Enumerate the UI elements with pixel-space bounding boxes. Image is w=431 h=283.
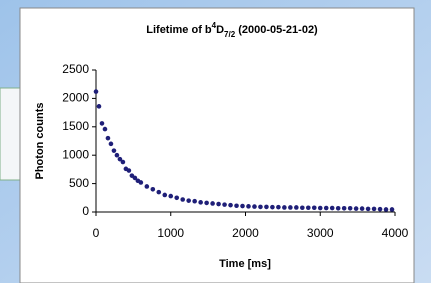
data-point xyxy=(222,202,227,207)
title-part: Lifetime of b xyxy=(146,24,212,36)
data-point xyxy=(192,199,197,204)
x-tick-label: 0 xyxy=(93,226,100,240)
data-point xyxy=(294,205,299,210)
data-point xyxy=(276,205,281,210)
data-point xyxy=(216,202,221,207)
data-point xyxy=(264,205,269,210)
data-point xyxy=(112,148,117,153)
data-point xyxy=(270,205,275,210)
chart: Lifetime of b4D7/2 (2000-05-21-02) Time … xyxy=(0,0,431,283)
x-tick-label: 1000 xyxy=(157,226,184,240)
data-point xyxy=(127,168,132,173)
data-point xyxy=(258,205,263,210)
data-point xyxy=(198,200,203,205)
data-point xyxy=(342,206,347,211)
data-point xyxy=(162,193,167,198)
data-point xyxy=(180,197,185,202)
y-tick-label: 0 xyxy=(82,204,89,218)
data-point xyxy=(360,206,365,211)
data-point xyxy=(174,196,179,201)
data-point xyxy=(384,207,389,212)
data-point xyxy=(100,121,105,126)
data-point xyxy=(109,142,114,147)
data-point xyxy=(139,180,144,185)
y-tick-label: 1000 xyxy=(62,147,89,161)
data-point xyxy=(145,184,150,189)
data-point xyxy=(121,160,126,165)
y-tick-label: 1500 xyxy=(62,119,89,133)
data-point xyxy=(300,205,305,210)
y-axis-label: Photon counts xyxy=(34,103,46,180)
data-point xyxy=(234,203,239,208)
chart-panel xyxy=(20,8,414,283)
page: {"chart_data": {"type": "scatter", "titl… xyxy=(0,0,431,283)
data-point xyxy=(378,207,383,212)
data-point xyxy=(115,153,120,158)
data-point xyxy=(330,206,335,211)
data-point xyxy=(372,207,377,212)
title-subscript: 7/2 xyxy=(224,30,236,39)
data-point xyxy=(348,206,353,211)
data-point xyxy=(151,187,156,192)
data-point xyxy=(336,206,341,211)
data-point xyxy=(168,194,173,199)
data-point xyxy=(186,198,191,203)
y-tick-label: 2500 xyxy=(62,62,89,76)
x-axis-label: Time [ms] xyxy=(219,258,271,270)
title-part: D xyxy=(216,24,224,36)
data-point xyxy=(156,190,161,195)
data-point xyxy=(282,205,287,210)
data-point xyxy=(354,206,359,211)
data-point xyxy=(106,136,111,141)
data-point xyxy=(204,201,209,206)
title-part: (2000-05-21-02) xyxy=(235,24,318,36)
x-tick-label: 2000 xyxy=(232,226,259,240)
data-point xyxy=(306,205,311,210)
data-point xyxy=(97,104,102,109)
x-tick-label: 4000 xyxy=(382,226,409,240)
data-point xyxy=(390,207,395,212)
data-point xyxy=(318,206,323,211)
data-point xyxy=(210,201,215,206)
data-point xyxy=(94,89,99,94)
data-point xyxy=(288,205,293,210)
data-point xyxy=(324,206,329,211)
data-point xyxy=(312,205,317,210)
data-point xyxy=(366,207,371,212)
data-point xyxy=(103,127,108,132)
data-point xyxy=(246,204,251,209)
x-tick-label: 3000 xyxy=(307,226,334,240)
data-point xyxy=(252,204,257,209)
data-point xyxy=(240,204,245,209)
data-point xyxy=(228,203,233,208)
y-tick-label: 500 xyxy=(69,176,89,190)
y-tick-label: 2000 xyxy=(62,91,89,105)
